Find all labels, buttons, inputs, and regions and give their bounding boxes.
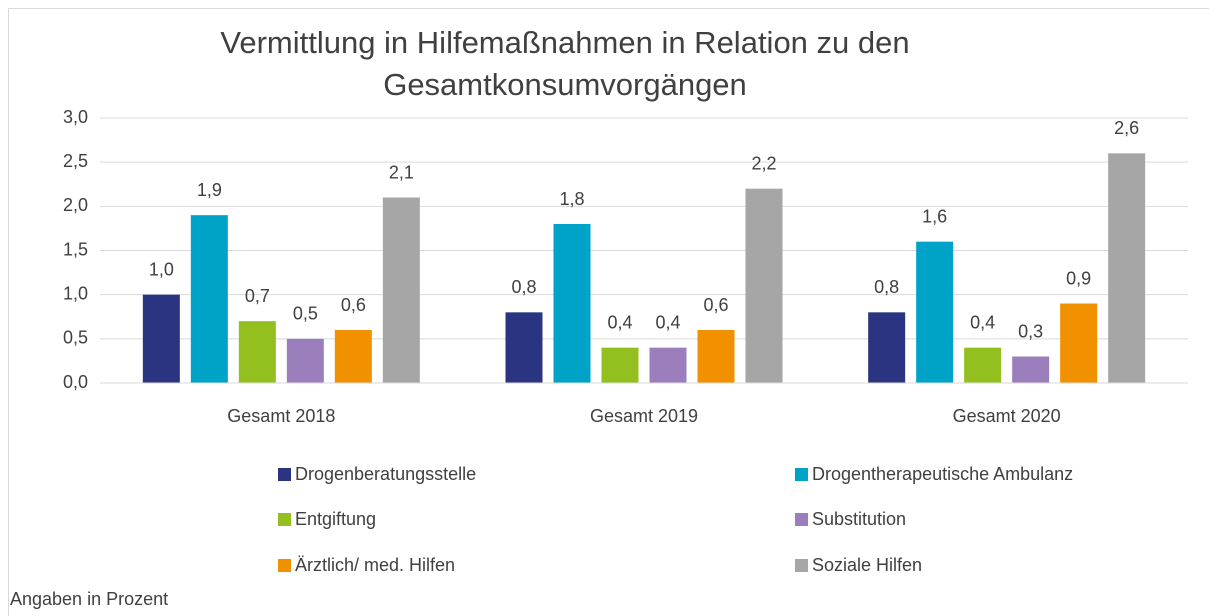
legend-swatch [795, 559, 808, 572]
bar [286, 338, 324, 383]
legend-swatch [278, 559, 291, 572]
data-label: 2,2 [751, 153, 776, 173]
legend-swatch [278, 468, 291, 481]
bar [1012, 356, 1050, 383]
chart-border [8, 8, 1209, 616]
y-tick-label: 1,0 [63, 283, 88, 303]
bar [649, 347, 687, 383]
data-label: 1,0 [149, 259, 174, 279]
data-label: 1,6 [922, 206, 947, 226]
bar [697, 330, 735, 383]
y-tick-label: 0,5 [63, 328, 88, 348]
bar [553, 224, 591, 383]
data-label: 1,9 [197, 180, 222, 200]
bar [142, 294, 180, 383]
data-label: 0,4 [655, 312, 680, 332]
bar [868, 312, 906, 383]
data-label: 0,7 [245, 286, 270, 306]
bar [238, 321, 276, 383]
bar [334, 330, 372, 383]
x-tick-label: Gesamt 2020 [953, 406, 1061, 426]
bar [964, 347, 1002, 383]
bar [190, 215, 228, 383]
y-tick-label: 2,5 [63, 151, 88, 171]
data-label: 0,4 [607, 312, 632, 332]
legend-label: Drogentherapeutische Ambulanz [812, 464, 1073, 484]
y-tick-label: 3,0 [63, 107, 88, 127]
bar [505, 312, 543, 383]
data-label: 1,8 [559, 189, 584, 209]
chart-title: Vermittlung in Hilfemaßnahmen in Relatio… [220, 25, 910, 102]
data-label: 0,4 [970, 312, 995, 332]
legend-label: Drogenberatungsstelle [295, 464, 476, 484]
bar [745, 188, 783, 383]
bar [1108, 153, 1146, 383]
legend-label: Ärztlich/ med. Hilfen [295, 555, 455, 575]
y-tick-label: 2,0 [63, 195, 88, 215]
legend-label: Soziale Hilfen [812, 555, 922, 575]
data-label: 0,5 [293, 304, 318, 324]
x-tick-label: Gesamt 2018 [227, 406, 335, 426]
annotation: Angaben in Prozent [10, 589, 168, 609]
legend-swatch [795, 513, 808, 526]
legend-label: Substitution [812, 509, 906, 529]
data-label: 0,8 [874, 277, 899, 297]
data-label: 0,9 [1066, 268, 1091, 288]
bar [1060, 303, 1098, 383]
x-tick-label: Gesamt 2019 [590, 406, 698, 426]
data-label: 0,8 [511, 277, 536, 297]
data-label: 0,6 [703, 295, 728, 315]
data-label: 2,6 [1114, 118, 1139, 138]
bar [601, 347, 639, 383]
bar [916, 241, 954, 383]
data-label: 2,1 [389, 162, 414, 182]
legend-label: Entgiftung [295, 509, 376, 529]
bar [382, 197, 420, 383]
data-label: 0,6 [341, 295, 366, 315]
data-label: 0,3 [1018, 321, 1043, 341]
legend-swatch [795, 468, 808, 481]
y-tick-label: 1,5 [63, 239, 88, 259]
y-tick-label: 0,0 [63, 372, 88, 392]
legend-swatch [278, 513, 291, 526]
